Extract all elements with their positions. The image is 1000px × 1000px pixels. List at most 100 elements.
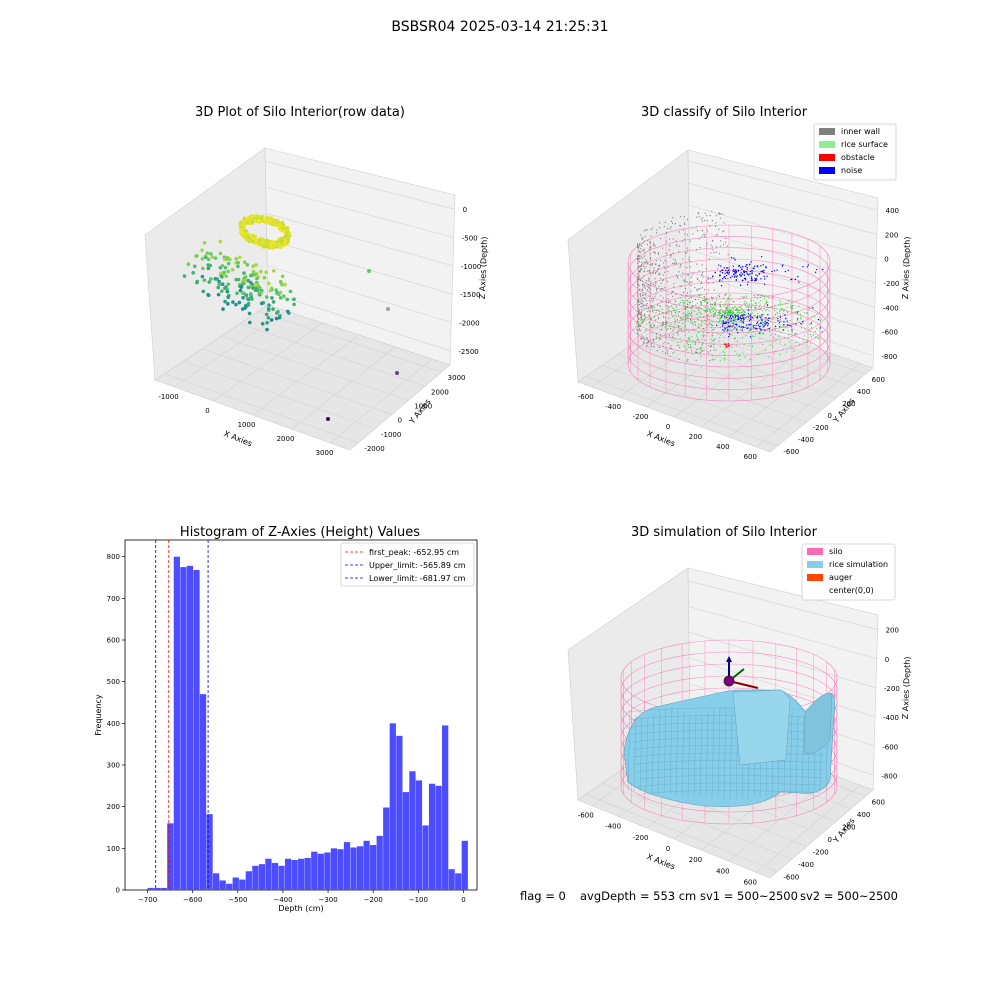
noise-point [764, 329, 766, 331]
wall-point [641, 245, 643, 247]
rice-point [732, 307, 734, 309]
wall-point [699, 307, 701, 309]
noise-point [746, 284, 749, 286]
wall-point [652, 227, 654, 229]
wall-point [663, 279, 665, 281]
rice-point [725, 301, 727, 303]
wall-point [694, 286, 696, 289]
rice-point [706, 329, 708, 331]
noise-point [787, 324, 789, 326]
rice-point [659, 305, 661, 307]
rice-point [745, 296, 747, 298]
rice-point [752, 335, 754, 337]
scatter-point [271, 307, 275, 311]
hist-bar [402, 792, 410, 890]
panel2-points [635, 210, 824, 362]
grid-line [267, 265, 452, 323]
rice-point [759, 333, 761, 335]
rice-point [703, 316, 705, 318]
noise-point [815, 271, 817, 273]
rice-point [811, 316, 813, 318]
y-tick-label: 0 [828, 412, 832, 420]
rice-point [738, 313, 740, 315]
wall-point [711, 277, 713, 279]
rice-point [749, 329, 751, 331]
wall-point [672, 217, 674, 219]
y-tick-label: 0 [828, 836, 832, 844]
rice-point [761, 333, 763, 335]
wall-point [723, 230, 725, 232]
rice-point [690, 297, 692, 299]
noise-point [752, 325, 755, 327]
z-tick-label: 200 [886, 627, 899, 635]
wall-point [665, 336, 667, 339]
rice-point [778, 335, 780, 337]
wall-point [683, 291, 685, 293]
y-tick-label: 700 [107, 595, 120, 603]
rice-point [737, 316, 739, 318]
wall-point [642, 263, 644, 265]
rice-point [788, 334, 790, 336]
rice-point [648, 316, 650, 318]
wall-point [637, 299, 639, 301]
hist-bar [337, 849, 344, 890]
rice-point [696, 313, 698, 315]
outlier-point [326, 417, 330, 421]
wall-point [640, 265, 642, 267]
hist-bar [435, 785, 442, 890]
wall-point [664, 341, 666, 344]
wall-point [706, 215, 708, 217]
hist-bars [147, 556, 468, 890]
wall-point [712, 239, 714, 242]
wall-point [706, 280, 708, 282]
hist-legend-frame [340, 542, 475, 587]
rice-point [648, 341, 650, 343]
rice-point [726, 314, 728, 316]
noise-point [765, 317, 767, 319]
rice-point [761, 321, 763, 323]
rice-point [726, 308, 728, 310]
wall-point [637, 260, 639, 262]
rice-point [707, 324, 709, 326]
scatter-point [264, 221, 268, 225]
scatter-point [275, 311, 279, 315]
noise-point [735, 270, 737, 273]
noise-point [756, 322, 758, 325]
noise-point [779, 326, 781, 328]
wall-point [642, 242, 644, 244]
scatter-point [279, 236, 283, 240]
noise-point [784, 270, 786, 273]
scatter-point [226, 295, 230, 300]
noise-point [740, 272, 742, 274]
rice-point [811, 327, 813, 329]
rice-point [664, 327, 666, 329]
rice-point [730, 310, 732, 312]
scatter-point [239, 285, 244, 289]
wall-point [646, 345, 648, 348]
rice-point [764, 349, 766, 351]
rice-point [712, 306, 714, 308]
rice-point [723, 336, 725, 338]
rice-point [714, 313, 716, 315]
rice-point [701, 329, 703, 331]
rice-point [696, 336, 698, 338]
wall-point [682, 301, 684, 303]
noise-point [724, 272, 726, 274]
rice-point [784, 343, 786, 345]
wall-point [696, 289, 698, 292]
wall-point [638, 311, 640, 313]
rice-point [774, 313, 776, 315]
rice-point [677, 322, 679, 324]
rice-point [682, 299, 684, 301]
wall-point [678, 271, 680, 273]
rice-point [731, 334, 733, 336]
noise-point [777, 318, 779, 320]
x-tick-label: -200 [633, 834, 649, 842]
rice-point [730, 312, 732, 314]
scatter-point [259, 216, 264, 220]
wall-point [639, 324, 641, 326]
noise-point [782, 329, 785, 331]
rice-point [712, 310, 714, 312]
scatter-point [192, 264, 197, 269]
mesh-line [669, 707, 673, 795]
